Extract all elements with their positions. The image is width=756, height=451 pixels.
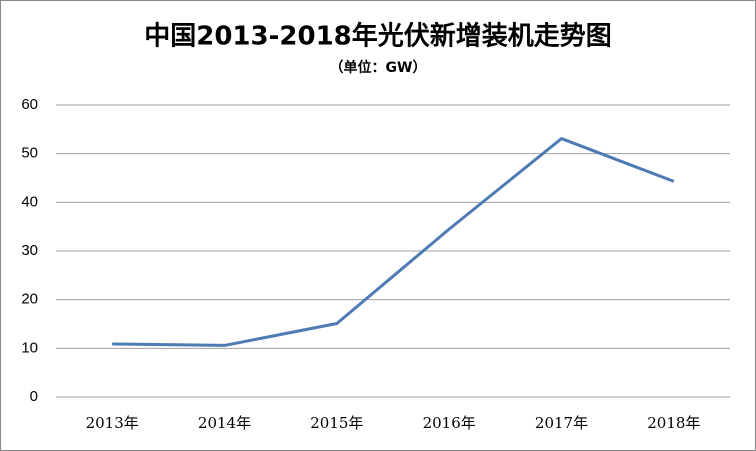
y-tick-label: 30 <box>21 242 38 259</box>
y-tick-label: 20 <box>21 291 38 308</box>
x-tick-label: 2013年 <box>86 414 139 432</box>
data-line <box>112 137 675 347</box>
y-tick-label: 10 <box>21 339 38 356</box>
x-tick-label: 2018年 <box>647 414 700 432</box>
y-tick-label: 40 <box>21 193 38 210</box>
chart-subtitle: （单位：GW） <box>330 59 427 76</box>
chart-title: 中国2013-2018年光伏新增装机走势图 <box>144 21 612 52</box>
x-tick-label: 2014年 <box>198 414 251 432</box>
x-tick-label: 2016年 <box>423 414 476 432</box>
y-tick-label: 0 <box>30 388 38 405</box>
x-tick-label: 2017年 <box>535 414 588 432</box>
y-tick-label: 60 <box>21 96 38 113</box>
x-tick-label: 2015年 <box>310 414 363 432</box>
y-tick-label: 50 <box>21 145 38 162</box>
